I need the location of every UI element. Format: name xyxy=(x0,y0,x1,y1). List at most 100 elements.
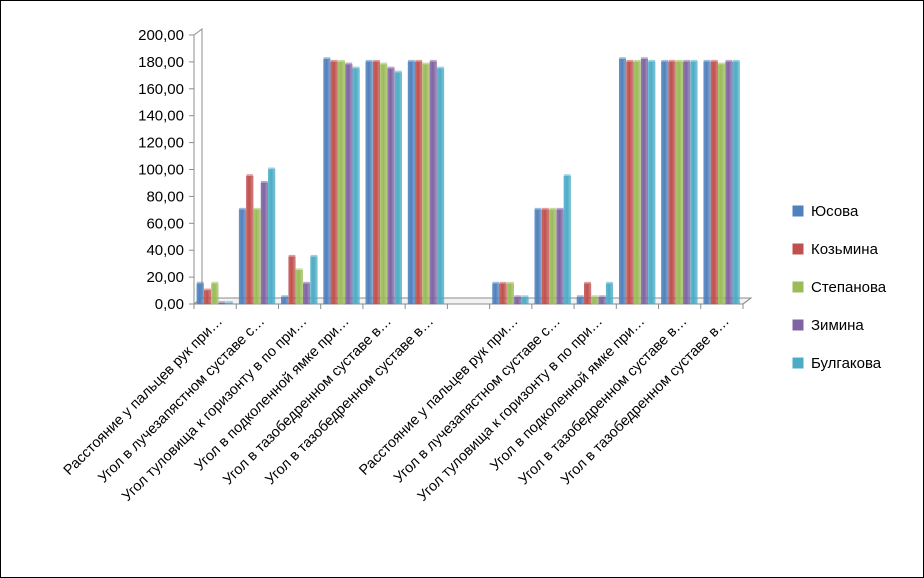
bar-top xyxy=(718,62,725,65)
bar xyxy=(253,209,261,305)
y-tick-label: 200,00 xyxy=(138,27,184,44)
bar xyxy=(576,297,584,305)
y-tick-label: 40,00 xyxy=(146,242,184,259)
bar xyxy=(648,61,656,305)
bar xyxy=(211,283,219,305)
bar-top xyxy=(683,59,691,62)
x-axis: Расстояние у пальцев рук при…Угол в луче… xyxy=(61,304,744,505)
bar-top xyxy=(542,207,549,210)
y-tick-label: 100,00 xyxy=(138,162,184,179)
bar-top xyxy=(556,207,564,210)
legend-label: Степанова xyxy=(811,279,887,296)
y-tick-label: 80,00 xyxy=(146,188,184,205)
bar-top xyxy=(387,66,395,69)
bar-top xyxy=(394,70,402,73)
bar xyxy=(203,290,212,305)
bar-top xyxy=(338,59,345,62)
bar-top xyxy=(218,301,226,304)
bar xyxy=(492,283,500,305)
bar-top xyxy=(591,295,599,298)
bar-top xyxy=(352,66,360,69)
bar xyxy=(345,64,353,305)
bar xyxy=(534,209,542,305)
bar xyxy=(598,297,606,305)
bar-top xyxy=(661,59,669,62)
bar xyxy=(372,61,380,305)
bar-top xyxy=(268,167,275,170)
bar-top xyxy=(584,281,591,284)
bar xyxy=(365,61,373,305)
bar xyxy=(541,209,549,305)
bar-top xyxy=(437,66,444,69)
bar-top xyxy=(373,59,380,62)
bar-top xyxy=(303,281,310,284)
bar xyxy=(633,61,641,305)
bar-top xyxy=(365,59,373,62)
bar xyxy=(407,61,415,305)
bar xyxy=(563,176,571,305)
bar-top xyxy=(499,281,507,284)
bar xyxy=(303,283,311,305)
bar xyxy=(295,270,303,305)
legend-label: Булгакова xyxy=(811,355,882,372)
bar xyxy=(218,303,226,305)
bar-top xyxy=(521,295,529,298)
bar-top xyxy=(211,281,219,284)
bar-top xyxy=(732,59,740,62)
bars xyxy=(196,57,740,305)
bar-top xyxy=(563,174,571,177)
y-tick-label: 160,00 xyxy=(138,81,184,98)
bar xyxy=(380,64,388,305)
bar-top xyxy=(295,268,303,271)
bar xyxy=(703,61,711,305)
bar xyxy=(718,64,726,305)
legend-label: Козьмина xyxy=(811,241,879,258)
bar xyxy=(521,297,529,305)
legend-swatch xyxy=(792,243,804,255)
bar-top xyxy=(253,207,261,210)
bar xyxy=(337,61,346,305)
bar-top xyxy=(422,62,430,65)
side-wall xyxy=(193,28,203,305)
bar-top xyxy=(408,59,415,62)
bar xyxy=(352,68,360,305)
bar xyxy=(281,297,289,305)
x-tick-label: Угол в подколенной ямке при… xyxy=(192,314,353,475)
bar xyxy=(506,283,514,305)
bar xyxy=(225,303,233,305)
bar-top xyxy=(204,288,211,291)
bar-top xyxy=(196,281,204,284)
bar-top xyxy=(633,59,641,62)
bar xyxy=(626,61,634,305)
bar-top xyxy=(725,59,733,62)
legend-label: Юсова xyxy=(811,203,859,220)
bar-top xyxy=(549,207,557,210)
bar-top xyxy=(492,281,500,284)
y-tick-label: 60,00 xyxy=(146,215,184,232)
bar-top xyxy=(345,62,353,65)
bar xyxy=(246,176,254,305)
legend-swatch xyxy=(792,281,804,293)
bar xyxy=(196,283,204,305)
bar-top xyxy=(507,281,514,284)
bar xyxy=(683,61,691,305)
bar xyxy=(668,61,676,305)
bar-top xyxy=(690,59,698,62)
bar xyxy=(394,72,402,305)
bar-top xyxy=(598,295,606,298)
bar xyxy=(288,256,296,305)
legend-swatch xyxy=(792,319,804,331)
y-tick-label: 180,00 xyxy=(138,54,184,71)
bar xyxy=(422,64,430,305)
bar-top xyxy=(710,59,718,62)
bar xyxy=(268,169,276,305)
bar-top xyxy=(576,295,584,298)
bar-top xyxy=(323,57,331,60)
bar xyxy=(330,61,338,305)
bar-top xyxy=(606,281,613,284)
bar xyxy=(710,61,718,305)
bar-top xyxy=(310,254,318,257)
legend-swatch xyxy=(792,357,804,369)
